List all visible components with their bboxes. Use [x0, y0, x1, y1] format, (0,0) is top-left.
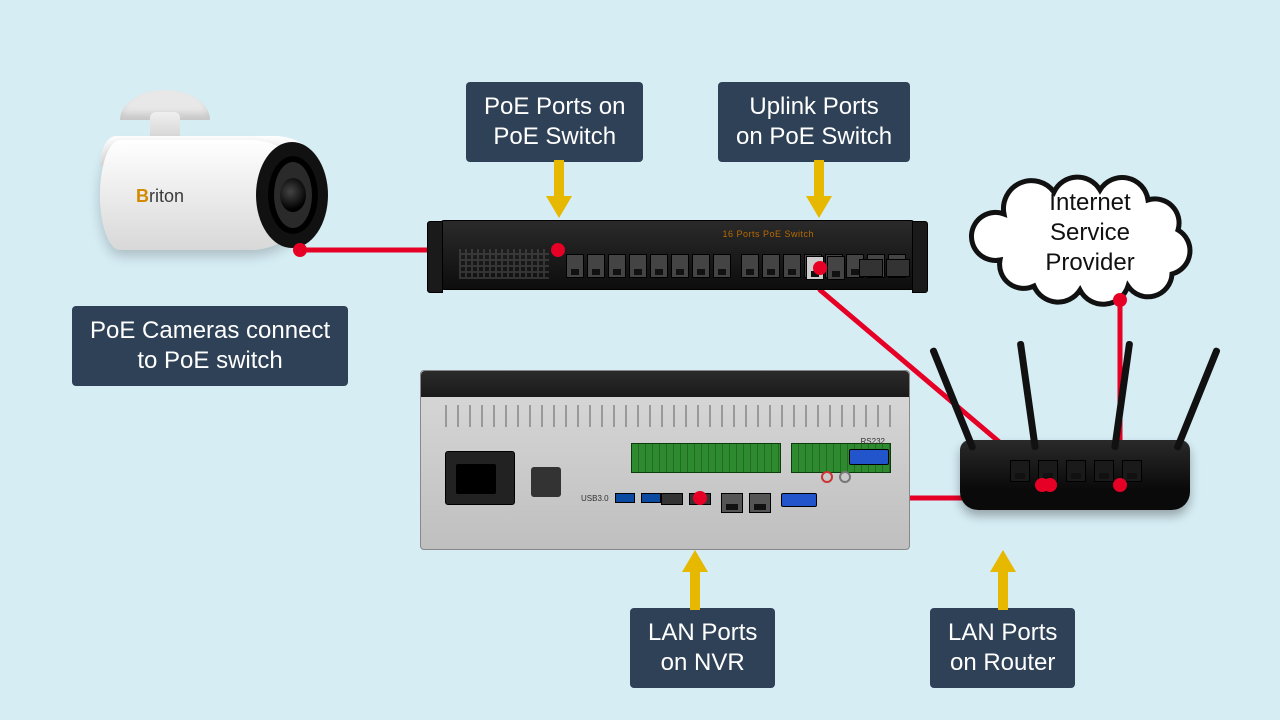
label-poe-ports: PoE Ports on PoE Switch — [466, 82, 643, 162]
label-lan-router: LAN Ports on Router — [930, 608, 1075, 688]
arrow-shaft — [554, 160, 564, 198]
arrow-head-icon — [546, 196, 572, 218]
hdmi-port-icon — [661, 493, 683, 505]
camera-lens — [280, 178, 306, 212]
rj45-port-icon — [650, 254, 668, 278]
nvr-device: USB3.0 RS232 — [420, 370, 910, 550]
isp-cloud: Internet Service Provider — [960, 150, 1220, 310]
rj45-port-icon — [587, 254, 605, 278]
connection-endpoint — [551, 243, 565, 257]
label-lan-nvr: LAN Ports on NVR — [630, 608, 775, 688]
poe_ports_arrow — [550, 160, 568, 220]
isp-label: Internet Service Provider — [960, 188, 1220, 278]
rj45-port-icon — [566, 254, 584, 278]
nvr-terminal-block-1 — [631, 443, 781, 473]
router-port-icon — [1122, 460, 1142, 482]
poe-camera: Briton — [70, 90, 330, 280]
nvr-top-panel — [421, 371, 909, 397]
nvr-vga-port — [781, 493, 817, 507]
rj45-port-icon — [608, 254, 626, 278]
router-port-icon — [1094, 460, 1114, 482]
switch-model-label: 16 Ports PoE Switch — [722, 229, 814, 239]
switch-poe-port-group-1 — [566, 251, 731, 281]
poe-switch: 16 Ports PoE Switch — [440, 220, 915, 290]
arrow-shaft — [690, 572, 700, 610]
router-port-icon — [1010, 460, 1030, 482]
nvr-usb-label: USB3.0 — [581, 494, 609, 503]
router-device — [960, 440, 1190, 510]
rj45-port-icon — [741, 254, 759, 278]
uplink_ports_arrow — [810, 160, 828, 220]
arrow-head-icon — [990, 550, 1016, 572]
rj45-port-icon — [713, 254, 731, 278]
nvr-power-supply-icon — [445, 451, 515, 505]
rj45-port-icon — [671, 254, 689, 278]
arrow-shaft — [814, 160, 824, 198]
router-port-icon — [1066, 460, 1086, 482]
nvr-rs232-label: RS232 — [861, 437, 885, 446]
nvr-lan-port-icon — [749, 493, 771, 513]
nvr-usb-ports: USB3.0 — [581, 493, 661, 503]
sfp-port-icon — [886, 259, 910, 277]
rj45-port-icon — [692, 254, 710, 278]
nvr-rs232-port-icon — [849, 449, 889, 465]
connection-endpoint — [1043, 478, 1057, 492]
rj45-port-icon — [629, 254, 647, 278]
nvr-audio-ports — [821, 471, 851, 483]
rj45-port-icon — [783, 254, 801, 278]
arrow-head-icon — [682, 550, 708, 572]
audio-out-icon — [821, 471, 833, 483]
arrow-shaft — [998, 572, 1008, 610]
vga-port-icon — [781, 493, 817, 507]
sfp-port-icon — [859, 259, 883, 277]
switch-vents-icon — [459, 249, 549, 279]
rj45-uplink-port-icon — [827, 256, 845, 280]
camera-brand-text: riton — [149, 186, 184, 206]
audio-in-icon — [839, 471, 851, 483]
connection-endpoint — [293, 243, 307, 257]
label-uplink-ports: Uplink Ports on PoE Switch — [718, 82, 910, 162]
usb-port-icon — [615, 493, 635, 503]
camera-brand-label: Briton — [136, 186, 184, 207]
lan_nvr_arrow — [686, 550, 704, 610]
usb-port-icon — [641, 493, 661, 503]
label-camera: PoE Cameras connect to PoE switch — [72, 306, 348, 386]
rj45-port-icon — [762, 254, 780, 278]
connection-endpoint — [693, 491, 707, 505]
connection-endpoint — [813, 261, 827, 275]
nvr-power-switch-icon — [531, 467, 561, 497]
nvr-vents-icon — [435, 405, 895, 427]
lan_router_arrow — [994, 550, 1012, 610]
nvr-lan-port-icon — [721, 493, 743, 513]
connection-endpoint — [1113, 478, 1127, 492]
arrow-head-icon — [806, 196, 832, 218]
connection-endpoint — [1113, 293, 1127, 307]
nvr-lan-ports — [721, 493, 771, 513]
